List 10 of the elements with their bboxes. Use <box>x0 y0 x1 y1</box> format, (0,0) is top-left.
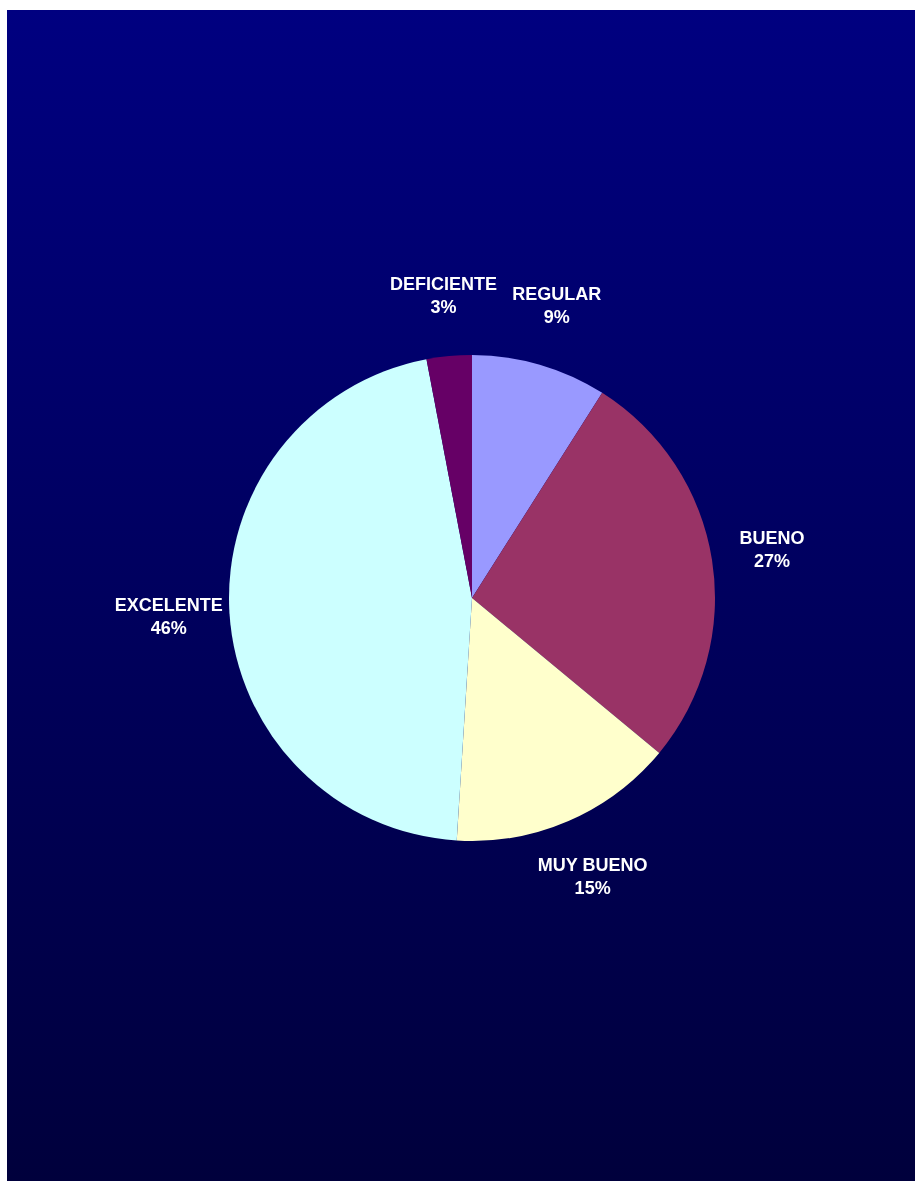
data-label: 27% <box>753 551 791 572</box>
data-label: 9% <box>543 307 570 328</box>
slice-label: REGULAR <box>512 284 602 305</box>
slice-label: EXCELENTE <box>114 595 223 616</box>
data-label: 46% <box>150 618 187 639</box>
slice-label: BUENO <box>739 528 805 549</box>
data-label: 15% <box>574 877 611 898</box>
slice-label: MUY BUENO <box>537 854 648 875</box>
data-label: 3% <box>430 296 457 317</box>
slice-label: DEFICIENTE <box>389 273 497 294</box>
